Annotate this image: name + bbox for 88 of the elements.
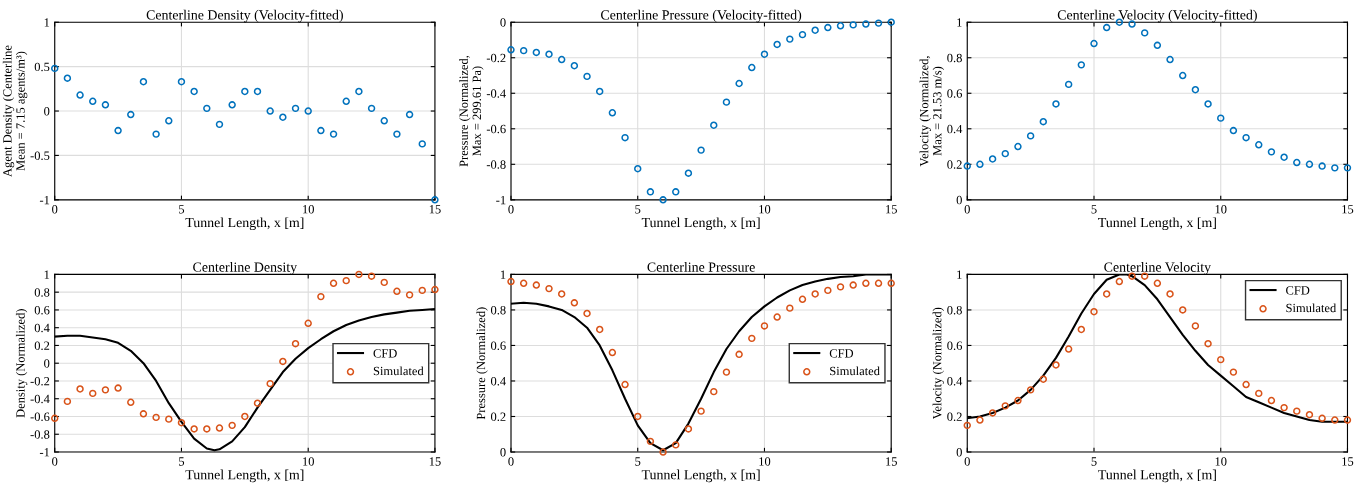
y-tick-label: 0.6 bbox=[947, 89, 963, 98]
y-tick-label: 0.4 bbox=[947, 124, 963, 134]
legend-label: CFD bbox=[1286, 286, 1310, 295]
x-axis-title: Tunnel Length, x [m] bbox=[185, 217, 304, 231]
x-tick-label: 0 bbox=[52, 205, 58, 214]
x-tick-label: 15 bbox=[429, 205, 441, 214]
x-tick-label: 10 bbox=[1215, 457, 1227, 466]
x-tick-label: 15 bbox=[429, 457, 441, 466]
x-tick-label: 0 bbox=[52, 457, 58, 466]
y-axis-title: Density (Normalized) bbox=[15, 309, 28, 418]
x-tick-label: 0 bbox=[508, 205, 514, 214]
x-tick-label: 15 bbox=[1342, 457, 1354, 466]
x-tick-label: 10 bbox=[1215, 205, 1227, 214]
y-tick-label: 0 bbox=[500, 18, 506, 27]
x-tick-label: 10 bbox=[303, 205, 314, 214]
y-tick-label: -1 bbox=[39, 195, 50, 205]
x-tick-label: 0 bbox=[964, 205, 970, 214]
y-tick-label: 0.6 bbox=[490, 341, 506, 350]
x-tick-label: 10 bbox=[759, 457, 771, 466]
x-tick-label: 0 bbox=[508, 457, 514, 466]
legend-label: CFD bbox=[829, 349, 854, 358]
y-tick-label: 0.4 bbox=[34, 323, 50, 333]
chart-title: Centerline Pressure (Velocity-fitted) bbox=[601, 9, 802, 23]
x-tick-label: 10 bbox=[303, 457, 314, 466]
y-axis-title: Pressure (Normalized) bbox=[476, 307, 488, 420]
x-tick-label: 5 bbox=[635, 205, 641, 214]
y-axis-title: Pressure (Normalized, Max = 299.61 Pa) bbox=[459, 55, 484, 167]
y-tick-label: -0.2 bbox=[486, 53, 506, 63]
y-tick-label: -0.6 bbox=[486, 124, 506, 134]
y-tick-label: 0 bbox=[956, 448, 962, 457]
y-tick-label: 0.8 bbox=[947, 305, 962, 315]
y-tick-label: 0 bbox=[44, 359, 50, 368]
legend-label: Simulated bbox=[1286, 303, 1337, 313]
y-tick-label: -0.8 bbox=[30, 430, 50, 439]
y-tick-label: -0.5 bbox=[30, 151, 50, 160]
x-tick-label: 15 bbox=[886, 457, 897, 466]
y-tick-label: -0.2 bbox=[30, 377, 50, 386]
y-tick-label: 0 bbox=[44, 107, 50, 116]
x-axis-title: Tunnel Length, x [m] bbox=[1098, 469, 1216, 483]
legend-label: Simulated bbox=[830, 366, 880, 376]
x-tick-label: 5 bbox=[635, 457, 641, 466]
x-tick-label: 5 bbox=[1091, 457, 1097, 466]
x-axis-title: Tunnel Length, x [m] bbox=[641, 469, 760, 483]
x-tick-label: 0 bbox=[964, 457, 970, 466]
y-tick-label: 0.6 bbox=[947, 341, 963, 350]
x-tick-label: 15 bbox=[886, 205, 897, 214]
y-tick-label: 0.8 bbox=[947, 53, 962, 63]
y-tick-label: 0 bbox=[956, 195, 962, 205]
legend-label: CFD bbox=[373, 349, 397, 358]
y-tick-label: 1 bbox=[44, 18, 50, 27]
x-tick-label: 5 bbox=[179, 205, 185, 214]
x-tick-label: 5 bbox=[1091, 205, 1097, 214]
x-axis-title: Tunnel Length, x [m] bbox=[641, 217, 760, 231]
y-tick-label: 1 bbox=[500, 270, 506, 279]
y-tick-label: 0.8 bbox=[490, 305, 506, 315]
y-tick-label: 0.2 bbox=[947, 160, 962, 169]
y-axis-title: Velocity (Normalized, Max = 21.53 m/s) bbox=[919, 56, 944, 167]
y-tick-label: 0.2 bbox=[490, 412, 506, 422]
y-tick-label: 1 bbox=[957, 270, 962, 279]
y-tick-label: 0 bbox=[500, 448, 506, 457]
chart-title: Centerline Pressure bbox=[647, 262, 755, 272]
y-tick-label: -0.6 bbox=[30, 412, 50, 422]
x-tick-label: 15 bbox=[1342, 205, 1354, 214]
chart-title: Centerline Velocity (Velocity-fitted) bbox=[1057, 9, 1257, 23]
y-tick-label: -1 bbox=[39, 448, 50, 457]
chart-title: Centerline Velocity bbox=[1104, 262, 1211, 275]
y-tick-label: 0.4 bbox=[947, 377, 963, 386]
y-tick-label: -0.8 bbox=[486, 160, 506, 169]
y-tick-label: 0.5 bbox=[34, 62, 50, 72]
x-tick-label: 10 bbox=[759, 205, 771, 214]
x-axis-title: Tunnel Length, x [m] bbox=[1098, 217, 1216, 231]
y-tick-label: 0.2 bbox=[947, 412, 962, 422]
y-tick-label: -1 bbox=[496, 195, 506, 205]
legend-label: Simulated bbox=[373, 366, 424, 376]
y-tick-label: 0.6 bbox=[34, 305, 50, 315]
chart-title: Centerline Density bbox=[193, 262, 298, 275]
y-tick-label: -0.4 bbox=[486, 89, 506, 98]
y-tick-label: 1 bbox=[44, 270, 50, 279]
y-tick-label: 0.8 bbox=[34, 288, 50, 297]
y-tick-label: 0.4 bbox=[490, 377, 506, 386]
x-tick-label: 5 bbox=[179, 457, 185, 466]
y-axis-title: Velocity (Normalized) bbox=[932, 307, 944, 420]
chart-title: Centerline Density (Velocity-fitted) bbox=[146, 9, 343, 23]
x-axis-title: Tunnel Length, x [m] bbox=[185, 469, 304, 483]
y-tick-label: 1 bbox=[957, 18, 962, 27]
y-tick-label: -0.4 bbox=[30, 394, 50, 404]
y-axis-title: Agent Density (Centerline Mean = 7.15 agents/m³) bbox=[2, 45, 28, 177]
y-tick-label: 0.2 bbox=[34, 341, 50, 350]
